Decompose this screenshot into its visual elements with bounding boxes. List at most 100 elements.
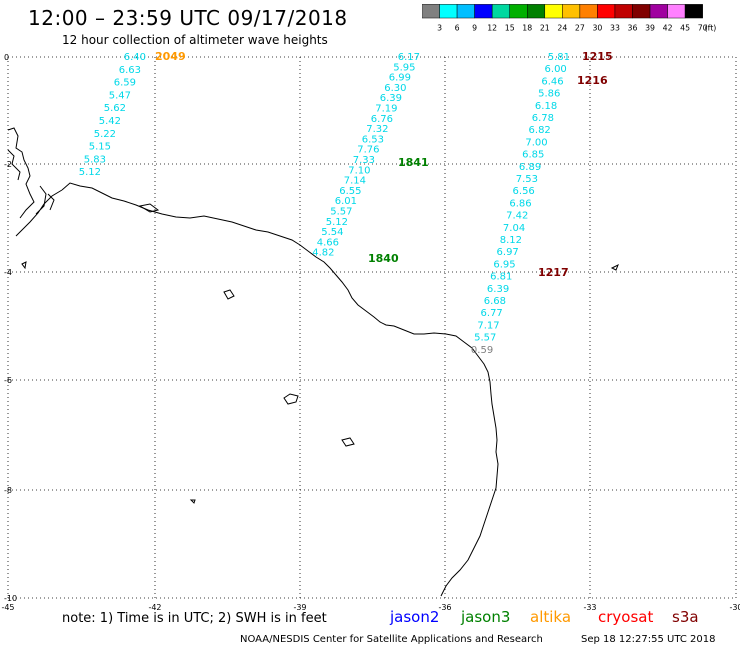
legend-label: 27 <box>575 24 585 33</box>
legend-label: 39 <box>645 24 655 33</box>
island-7 <box>189 499 196 504</box>
y-tick-label: -2 <box>4 160 12 169</box>
wave-height-value: 7.17 <box>477 320 499 331</box>
time-label: 1217 <box>538 266 569 279</box>
color-legend: 3 6 9 12 15 18 21 24 27 30 33 36 39 42 45 70(ft) <box>422 4 717 33</box>
wave-height-value: 6.17 <box>398 52 420 63</box>
track-east: 5.816.006.46 5.866.186.786.827.00 6.856.89… <box>471 52 570 356</box>
wave-height-value: 6.85 <box>522 150 544 161</box>
legend-label: 12 <box>487 24 497 33</box>
legend-label: 36 <box>628 24 638 33</box>
wave-height-value: 7.00 <box>525 137 547 148</box>
time-label: 1216 <box>577 74 608 87</box>
satellite-label-jason3: jason3 <box>461 608 511 626</box>
coastline-northwest <box>7 127 63 237</box>
x-tick-label: -33 <box>583 603 596 612</box>
wave-height-value: 5.95 <box>393 62 415 73</box>
page-subtitle: 12 hour collection of altimeter wave hei… <box>62 33 328 47</box>
legend-label: 33 <box>610 24 620 33</box>
y-tick-label: -6 <box>4 376 12 385</box>
wave-height-value: 6.77 <box>481 308 503 319</box>
wave-height-value: 6.78 <box>532 113 554 124</box>
legend-unit: (ft) <box>705 24 717 33</box>
wave-height-value: 8.12 <box>500 235 522 246</box>
island-2 <box>283 393 299 405</box>
footer-timestamp: Sep 18 12:27:55 UTC 2018 <box>581 634 716 645</box>
page-title: 12:00 – 23:59 UTC 09/17/2018 <box>28 6 348 30</box>
wave-height-value: 6.56 <box>513 186 535 197</box>
island-3 <box>341 437 355 447</box>
time-label: 2049 <box>155 50 186 63</box>
wave-height-value: 6.97 <box>497 247 519 258</box>
island-1 <box>223 289 235 300</box>
x-tick-label: -42 <box>148 603 161 612</box>
satellite-label-jason2: jason2 <box>390 608 440 626</box>
wave-height-value: 5.81 <box>548 52 570 63</box>
map-grid: -45 -42 -39 -36 -33 -30 0 -2 -4 -6 -8 -10 <box>1 53 740 612</box>
wave-height-value: 5.54 <box>321 227 343 238</box>
wave-height-value: 6.86 <box>509 198 531 209</box>
altimeter-tracks: 6.40 6.63 6.595.47 5.62 5.42 5.22 5.155.83 5.12… <box>79 50 613 356</box>
track-west: 6.40 6.63 6.595.47 5.62 5.42 5.22 5.155.83 5.12 <box>79 52 146 178</box>
track-middle: 6.175.956.996.306.397.196.767.326.537.76… <box>312 52 420 259</box>
y-tick-label: -10 <box>4 594 17 603</box>
wave-height-value: 5.42 <box>99 116 121 127</box>
island-5 <box>610 263 619 271</box>
legend-swatch <box>684 4 703 19</box>
legend-label: 21 <box>540 24 550 33</box>
x-tick-label: -39 <box>293 603 306 612</box>
wave-height-value: 7.19 <box>375 104 397 115</box>
legend-label: 6 <box>455 24 460 33</box>
legend-label: 15 <box>505 24 515 33</box>
wave-height-value: 6.76 <box>371 114 393 125</box>
wave-height-value: 6.68 <box>484 296 506 307</box>
wave-height-value: 6.55 <box>339 186 361 197</box>
wave-height-value: 5.62 <box>104 103 126 114</box>
wave-height-value: 6.18 <box>535 101 557 112</box>
wave-height-value: 7.53 <box>516 174 538 185</box>
time-label: 1840 <box>368 252 399 265</box>
legend-label: 24 <box>557 24 567 33</box>
wave-height-value: 5.47 <box>109 90 131 101</box>
wave-height-value: 6.40 <box>124 52 146 63</box>
wave-height-value: 6.46 <box>541 76 563 87</box>
wave-height-value: 7.33 <box>353 155 375 166</box>
wave-height-value: 5.83 <box>84 154 106 165</box>
wave-height-value: 5.57 <box>474 333 496 344</box>
wave-height-value: 5.57 <box>330 207 352 218</box>
wave-height-value: 0.59 <box>471 345 493 356</box>
wave-height-value: 6.81 <box>490 272 512 283</box>
wave-height-value: 7.42 <box>506 211 528 222</box>
y-tick-label: -4 <box>4 268 12 277</box>
x-tick-label: -45 <box>1 603 14 612</box>
brazil-coastline <box>61 182 499 597</box>
y-tick-label: -8 <box>4 486 12 495</box>
time-label: 1841 <box>398 156 429 169</box>
wave-height-value: 5.12 <box>79 167 101 178</box>
wave-height-value: 6.30 <box>384 83 406 94</box>
wave-height-value: 6.89 <box>519 162 541 173</box>
wave-height-value: 5.86 <box>538 89 560 100</box>
satellite-label-s3a: s3a <box>672 608 699 626</box>
wave-height-value: 7.14 <box>344 176 366 187</box>
footer-credit: NOAA/NESDIS Center for Satellite Applica… <box>240 634 543 645</box>
legend-label: 18 <box>522 24 532 33</box>
coastline <box>7 127 619 597</box>
legend-label: 45 <box>680 24 690 33</box>
wave-height-value: 7.76 <box>357 145 379 156</box>
wave-height-value: 6.00 <box>545 64 567 75</box>
island-4 <box>138 203 160 213</box>
wave-height-value: 5.22 <box>94 129 116 140</box>
legend-label: 70 <box>698 24 708 33</box>
x-tick-label: -30 <box>729 603 740 612</box>
wave-height-value: 5.12 <box>326 217 348 228</box>
wave-height-value: 6.53 <box>362 134 384 145</box>
wave-height-value: 6.01 <box>335 196 357 207</box>
wave-height-value: 7.32 <box>366 124 388 135</box>
wave-height-value: 6.95 <box>493 259 515 270</box>
wave-height-value: 6.99 <box>389 73 411 84</box>
wave-height-value: 6.82 <box>529 125 551 136</box>
legend-label: 30 <box>592 24 602 33</box>
